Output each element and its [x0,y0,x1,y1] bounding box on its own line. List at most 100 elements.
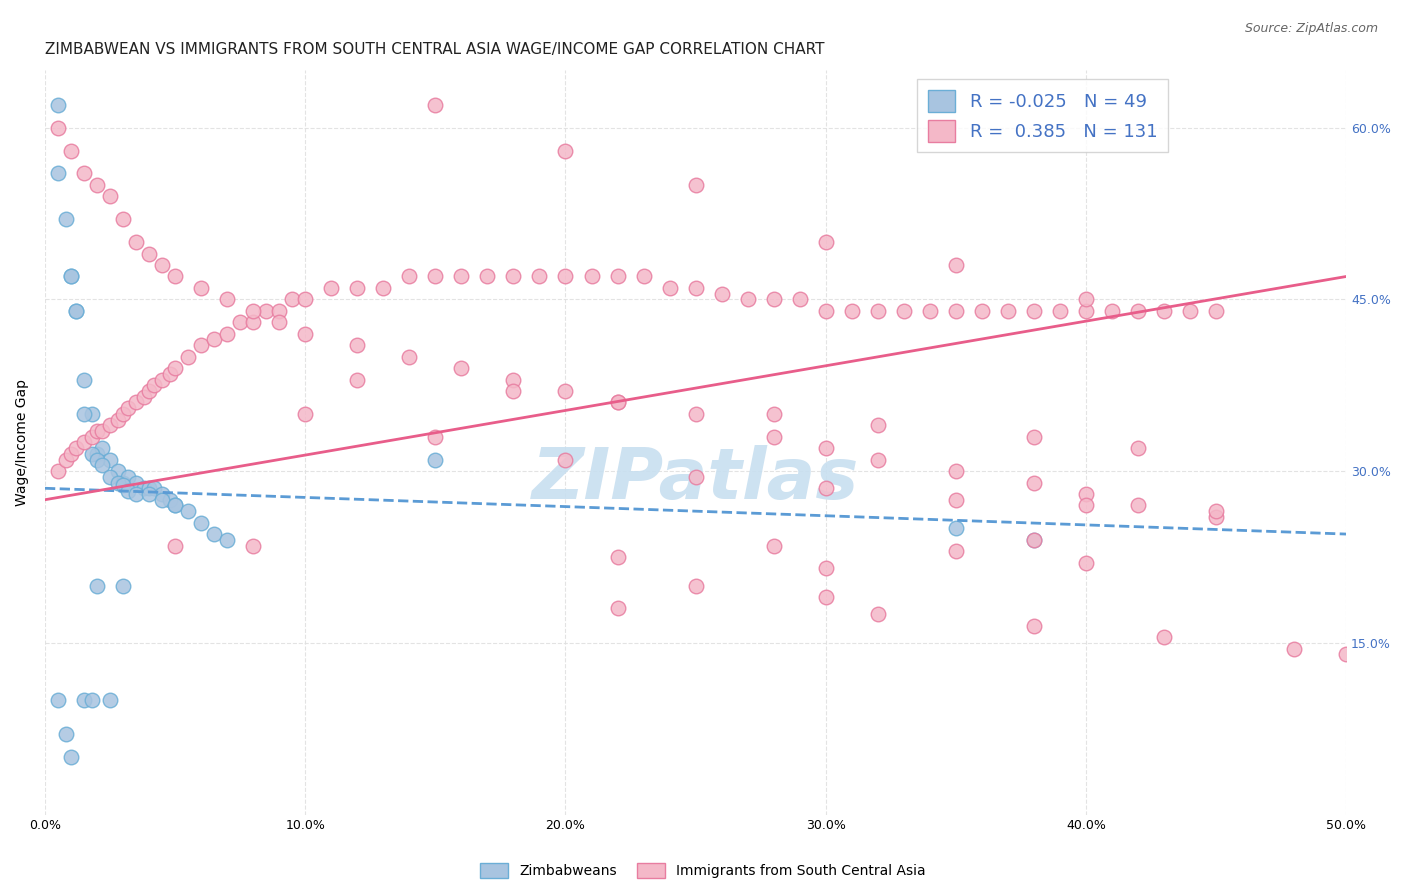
Point [98,470,121,484]
Point [1022,533,1045,547]
Point [80,430,103,444]
Point [59,144,82,158]
Point [1022,618,1045,632]
Point [814,590,837,604]
Point [1153,303,1175,318]
Point [217,293,239,307]
Point [1074,499,1097,513]
Point [91,441,114,455]
Point [814,481,837,495]
Point [789,293,811,307]
Point [346,338,368,352]
Point [554,452,576,467]
Point [217,533,239,547]
Point [80,447,103,461]
Point [685,470,707,484]
Point [125,235,148,249]
Point [294,407,316,421]
Point [112,407,135,421]
Point [117,483,139,498]
Point [762,407,785,421]
Point [125,475,148,490]
Point [554,269,576,284]
Point [321,281,343,295]
Point [46,120,69,135]
Point [1205,509,1227,524]
Point [502,372,524,386]
Point [86,424,108,438]
Point [117,470,139,484]
Point [80,407,103,421]
Point [107,464,129,478]
Point [202,333,225,347]
Point [143,378,166,392]
Point [970,303,993,318]
Point [177,504,200,518]
Point [98,452,121,467]
Point [450,361,472,376]
Point [554,384,576,398]
Point [945,544,967,558]
Point [59,269,82,284]
Point [685,578,707,592]
Point [502,384,524,398]
Point [117,401,139,416]
Point [945,258,967,272]
Point [242,539,264,553]
Point [866,607,889,622]
Point [125,487,148,501]
Point [91,424,114,438]
Point [477,269,499,284]
Point [658,281,681,295]
Point [80,693,103,707]
Point [710,286,733,301]
Point [98,189,121,203]
Point [1101,303,1123,318]
Point [841,303,863,318]
Point [150,487,173,501]
Point [762,293,785,307]
Point [425,452,447,467]
Point [945,303,967,318]
Point [425,269,447,284]
Point [866,303,889,318]
Point [425,97,447,112]
Point [1178,303,1201,318]
Point [529,269,551,284]
Point [138,487,160,501]
Point [814,303,837,318]
Point [59,750,82,764]
Point [112,578,135,592]
Point [1336,647,1358,661]
Point [1074,487,1097,501]
Point [1074,293,1097,307]
Point [73,435,96,450]
Point [814,235,837,249]
Point [398,350,420,364]
Point [159,367,181,381]
Point [294,293,316,307]
Point [685,178,707,192]
Point [346,281,368,295]
Point [269,303,291,318]
Point [138,246,160,260]
Legend: Zimbabweans, Immigrants from South Central Asia: Zimbabweans, Immigrants from South Centr… [474,856,932,885]
Point [606,549,628,564]
Point [107,475,129,490]
Point [86,452,108,467]
Point [55,727,77,741]
Point [165,361,187,376]
Point [254,303,277,318]
Point [150,372,173,386]
Point [373,281,395,295]
Point [814,441,837,455]
Point [762,539,785,553]
Point [112,212,135,227]
Point [86,447,108,461]
Point [581,269,603,284]
Point [866,418,889,433]
Point [190,338,212,352]
Point [86,578,108,592]
Point [398,269,420,284]
Point [1022,303,1045,318]
